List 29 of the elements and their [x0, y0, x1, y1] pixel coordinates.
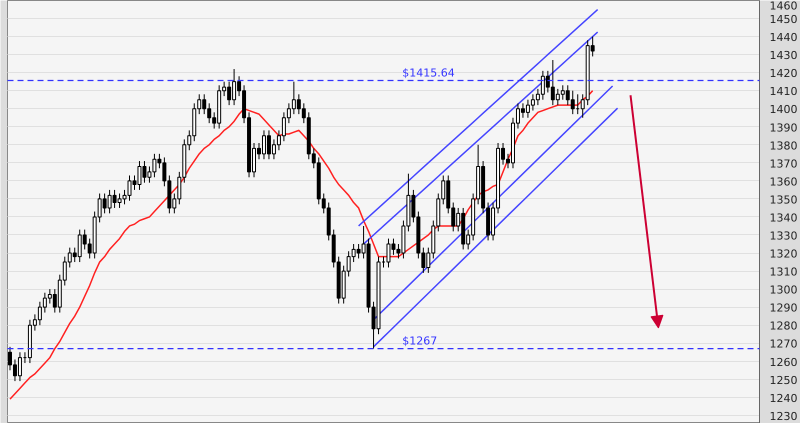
y-tick-label: 1420: [770, 67, 798, 80]
y-tick-label: 1250: [770, 374, 798, 387]
y-tick-label: 1390: [770, 121, 798, 134]
ref-line-label: $1267: [402, 334, 438, 348]
y-tick-label: 1460: [770, 0, 798, 12]
y-tick-label: 1430: [770, 49, 798, 62]
y-tick-label: 1280: [770, 320, 798, 333]
y-tick-label: 1310: [770, 266, 798, 279]
y-tick-label: 1440: [770, 31, 798, 44]
line-series: [372, 107, 618, 348]
y-tick-label: 1320: [770, 248, 798, 261]
y-tick-label: 1380: [770, 139, 798, 152]
y-tick-label: 1340: [770, 211, 798, 224]
line-series: [358, 8, 598, 227]
y-tick-label: 1410: [770, 85, 798, 98]
y-tick-label: 1240: [770, 392, 798, 405]
line-series: [9, 90, 594, 400]
y-tick-label: 1260: [770, 356, 798, 369]
y-tick-label: 1370: [770, 157, 798, 170]
y-tick-label: 1290: [770, 302, 798, 315]
y-tick-label: 1360: [770, 175, 798, 188]
y-tick-label: 1230: [770, 410, 798, 423]
y-tick-label: 1350: [770, 193, 798, 206]
y-tick-label: 1330: [770, 230, 798, 242]
y-tick-label: 1300: [770, 284, 798, 297]
y-tick-label: 1270: [770, 338, 798, 351]
y-tick-label: 1400: [770, 103, 798, 116]
y-tick-label: 1450: [770, 13, 798, 26]
ref-line-label: $1415.64: [402, 66, 455, 80]
